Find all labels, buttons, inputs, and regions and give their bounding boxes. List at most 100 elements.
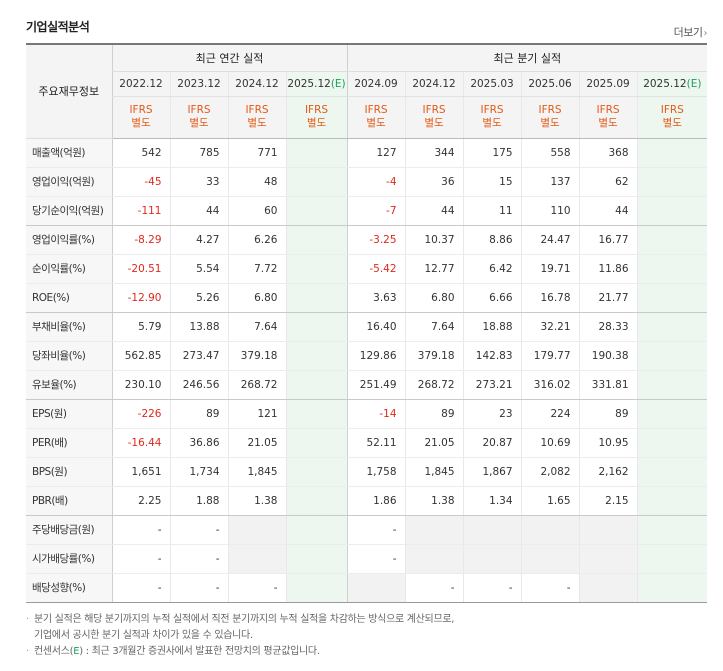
table-cell xyxy=(636,138,708,168)
table-cell xyxy=(636,486,708,516)
table-cell: 5.79 xyxy=(111,312,170,342)
table-cell: 44 xyxy=(404,196,464,226)
table-cell xyxy=(285,457,348,487)
basis-standard: IFRS xyxy=(660,104,684,116)
table-cell: - xyxy=(111,544,170,574)
footnotes: · 분기 실적은 해당 분기까지의 누적 실적에서 직전 분기까지의 누적 실적… xyxy=(26,612,706,660)
period-label: 2025.06 xyxy=(528,77,572,90)
table-cell xyxy=(227,544,286,574)
table-cell: 1.34 xyxy=(462,486,522,516)
table-cell xyxy=(636,399,708,429)
table-cell xyxy=(636,225,708,255)
table-cell: 273.21 xyxy=(462,370,522,400)
table-row: 시가배당률(%) - - - xyxy=(26,544,708,574)
table-cell: 33 xyxy=(169,167,228,197)
basis-scope: 별도 xyxy=(131,117,151,129)
estimate-mark: (E) xyxy=(686,77,702,90)
footnote-consensus: · 컨센서스(E) : 최근 3개월간 증권사에서 발표한 전망치의 평균값입니… xyxy=(26,644,706,660)
table-cell: -45 xyxy=(111,167,170,197)
basis-standard: IFRS xyxy=(245,104,269,116)
basis-standard: IFRS xyxy=(422,104,446,116)
period-label: 2024.12 xyxy=(235,77,279,90)
period-header: 2024.12 xyxy=(227,71,286,97)
table-cell xyxy=(227,515,286,545)
table-cell: 175 xyxy=(462,138,522,168)
table-cell xyxy=(462,544,522,574)
table-cell: 16.78 xyxy=(520,283,580,313)
table-cell: - xyxy=(462,573,522,603)
table-cell: 89 xyxy=(169,399,228,429)
table-cell: 562.85 xyxy=(111,341,170,371)
table-cell: -12.90 xyxy=(111,283,170,313)
table-cell xyxy=(636,283,708,313)
table-cell: - xyxy=(169,515,228,545)
section-header: 기업실적분석 더보기› xyxy=(26,14,707,44)
table-cell: 1.86 xyxy=(346,486,406,516)
table-cell: 21.05 xyxy=(227,428,286,458)
basis-standard: IFRS xyxy=(304,104,329,116)
more-link[interactable]: 더보기› xyxy=(674,24,708,40)
table-cell: 6.26 xyxy=(227,225,286,255)
table-cell: 190.38 xyxy=(578,341,638,371)
basis-header: IFRS 별도 xyxy=(285,96,348,139)
row-label: 배당성향(%) xyxy=(26,573,112,603)
table-cell xyxy=(285,515,348,545)
table-cell: 7.72 xyxy=(227,254,286,284)
table-cell xyxy=(462,515,522,545)
table-cell xyxy=(285,399,348,429)
table-row: BPS(원) 1,651 1,734 1,845 1,758 1,845 1,867 2,08… xyxy=(26,457,708,487)
table-cell: 4.27 xyxy=(169,225,228,255)
table-cell: -111 xyxy=(111,196,170,226)
basis-header: IFRS 별도 xyxy=(578,96,638,139)
table-cell: 316.02 xyxy=(520,370,580,400)
row-label: 유보율(%) xyxy=(26,370,112,400)
basis-standard: IFRS xyxy=(538,104,562,116)
table-cell: 48 xyxy=(227,167,286,197)
table-row: 순이익률(%) -20.51 5.54 7.72 -5.42 12.77 6.42 19.71… xyxy=(26,254,708,284)
table-row: 유보율(%) 230.10 246.56 268.72 251.49 268.72 273.… xyxy=(26,370,708,400)
basis-scope: 별도 xyxy=(247,117,267,129)
table-cell: -226 xyxy=(111,399,170,429)
table-cell: 379.18 xyxy=(227,341,286,371)
table-cell xyxy=(636,312,708,342)
table-cell: 344 xyxy=(404,138,464,168)
table-cell: -14 xyxy=(346,399,406,429)
period-label: 2025.12 xyxy=(643,77,687,90)
table-cell: 6.80 xyxy=(227,283,286,313)
row-label: 당기순이익(억원) xyxy=(26,196,112,226)
table-cell xyxy=(636,370,708,400)
table-cell: 558 xyxy=(520,138,580,168)
table-cell: 21.05 xyxy=(404,428,464,458)
table-cell: 268.72 xyxy=(227,370,286,400)
annual-group-header: 최근 연간 실적 xyxy=(111,43,348,72)
table-cell xyxy=(578,573,638,603)
table-cell: - xyxy=(169,573,228,603)
table-cell: 28.33 xyxy=(578,312,638,342)
table-cell: 2.15 xyxy=(578,486,638,516)
footnote-quarterly: · 분기 실적은 해당 분기까지의 누적 실적에서 직전 분기까지의 누적 실적… xyxy=(26,612,706,644)
quarterly-group-header: 최근 분기 실적 xyxy=(346,43,708,72)
table-cell xyxy=(636,254,708,284)
table-cell: - xyxy=(111,515,170,545)
table-cell: 12.77 xyxy=(404,254,464,284)
table-body: 매출액(억원) 542 785 771 127 344 175 558 368 영업이익(억원) -… xyxy=(26,138,708,603)
row-label: 영업이익률(%) xyxy=(26,225,112,255)
table-cell: - xyxy=(346,515,406,545)
basis-standard: IFRS xyxy=(596,104,620,116)
table-cell: 11.86 xyxy=(578,254,638,284)
row-label: 당좌비율(%) xyxy=(26,341,112,371)
table-cell: -4 xyxy=(346,167,406,197)
table-cell: 15 xyxy=(462,167,522,197)
table-cell: 19.71 xyxy=(520,254,580,284)
period-label: 2025.09 xyxy=(586,77,630,90)
period-header: 2023.12 xyxy=(169,71,228,97)
table-cell: 273.47 xyxy=(169,341,228,371)
table-cell xyxy=(520,515,580,545)
table-cell: 1.38 xyxy=(404,486,464,516)
table-cell: 2,082 xyxy=(520,457,580,487)
table-row: PBR(배) 2.25 1.88 1.38 1.86 1.38 1.34 1.65 2.15 xyxy=(26,486,708,516)
basis-scope: 별도 xyxy=(540,117,560,129)
table-cell: 137 xyxy=(520,167,580,197)
table-cell: 36 xyxy=(404,167,464,197)
period-header: 2024.09 xyxy=(346,71,406,97)
